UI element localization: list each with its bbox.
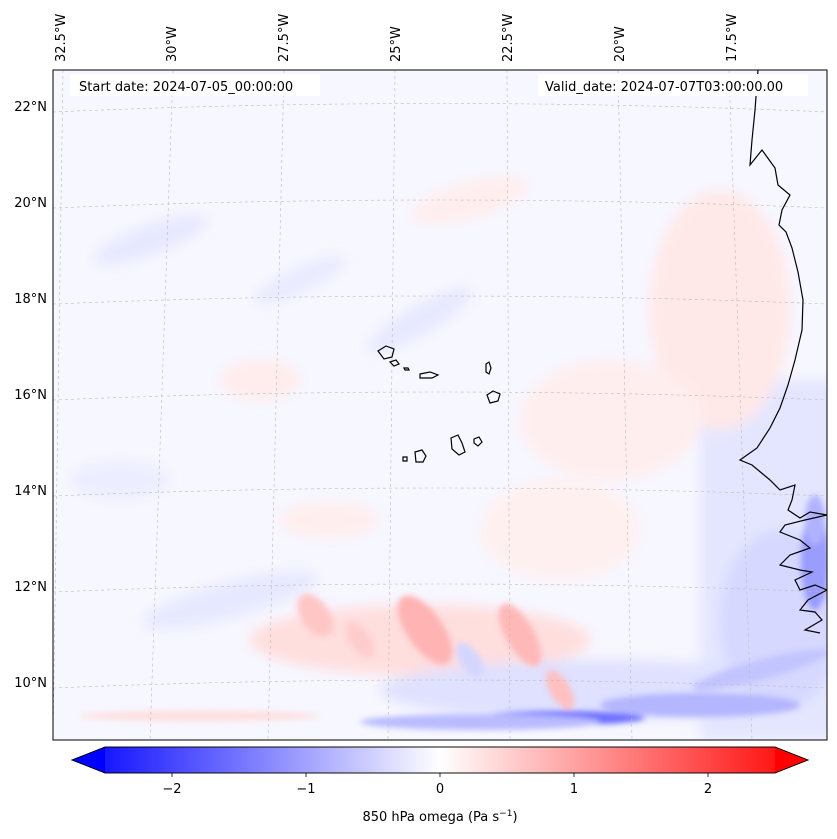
lon-label: 30°W bbox=[165, 26, 180, 62]
gridlines bbox=[53, 70, 827, 740]
start-date-text: Start date: 2024-07-05_00:00:00 bbox=[79, 80, 293, 95]
lon-label: 27.5°W bbox=[277, 14, 292, 62]
colorbar-tick-label: 2 bbox=[704, 782, 712, 797]
map-frame bbox=[52, 69, 828, 741]
lat-label: 16°N bbox=[14, 388, 47, 403]
lat-label: 22°N bbox=[14, 100, 47, 115]
omega-cores bbox=[80, 495, 827, 730]
colorbar: −2 −1 0 1 2 850 hPa omega (Pa s−1) bbox=[70, 746, 810, 825]
colorbar-tick-label: 0 bbox=[436, 782, 444, 797]
lat-label: 12°N bbox=[14, 580, 47, 595]
colorbar-ticks: −2 −1 0 1 2 bbox=[162, 773, 712, 797]
colorbar-gradient bbox=[70, 746, 810, 774]
lat-label: 10°N bbox=[14, 676, 47, 691]
valid-date-box bbox=[538, 74, 808, 96]
colorbar-tick-label: 1 bbox=[570, 782, 578, 797]
valid-date-text: Valid_date: 2024-07-07T03:00:00.00 bbox=[545, 80, 783, 95]
lon-label: 25°W bbox=[389, 26, 404, 62]
west-africa-coastline bbox=[738, 70, 827, 634]
map-panel bbox=[53, 70, 827, 740]
colorbar-max-extension bbox=[775, 747, 808, 773]
latitude-labels: 22°N 20°N 18°N 16°N 14°N 12°N 10°N bbox=[14, 100, 47, 691]
lat-label: 18°N bbox=[14, 292, 47, 307]
colorbar-min-extension bbox=[72, 747, 105, 773]
lat-label: 20°N bbox=[14, 196, 47, 211]
lon-label: 20°W bbox=[613, 26, 628, 62]
colorbar-tick-label: −1 bbox=[296, 782, 315, 797]
colorbar-tick-label: −2 bbox=[162, 782, 181, 797]
colorbar-outline bbox=[70, 746, 810, 774]
cape-verde-islands bbox=[377, 345, 501, 463]
lon-label: 22.5°W bbox=[501, 14, 516, 62]
lon-label: 32.5°W bbox=[54, 14, 69, 62]
longitude-labels: 32.5°W 30°W 27.5°W 25°W 22.5°W 20°W 17.5… bbox=[54, 14, 740, 62]
lon-label: 17.5°W bbox=[725, 14, 740, 62]
colorbar-label: 850 hPa omega (Pa s−1) bbox=[362, 809, 517, 825]
start-date-box bbox=[70, 74, 320, 96]
lat-label: 14°N bbox=[14, 484, 47, 499]
